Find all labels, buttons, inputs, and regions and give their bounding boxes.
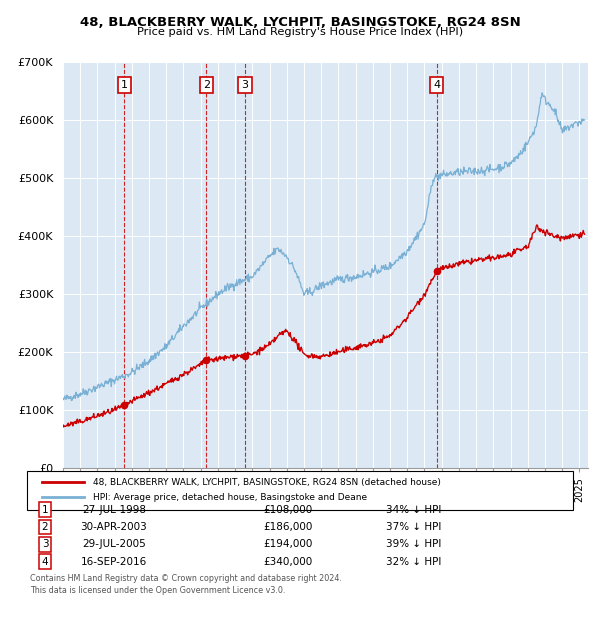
Text: 34% ↓ HPI: 34% ↓ HPI <box>386 505 442 515</box>
Text: This data is licensed under the Open Government Licence v3.0.: This data is licensed under the Open Gov… <box>30 586 286 595</box>
Text: 4: 4 <box>41 557 49 567</box>
Text: £186,000: £186,000 <box>263 522 313 532</box>
Text: 39% ↓ HPI: 39% ↓ HPI <box>386 539 442 549</box>
Text: Price paid vs. HM Land Registry's House Price Index (HPI): Price paid vs. HM Land Registry's House … <box>137 27 463 37</box>
Text: HPI: Average price, detached house, Basingstoke and Deane: HPI: Average price, detached house, Basi… <box>93 493 367 502</box>
Text: Contains HM Land Registry data © Crown copyright and database right 2024.: Contains HM Land Registry data © Crown c… <box>30 574 342 583</box>
Text: 48, BLACKBERRY WALK, LYCHPIT, BASINGSTOKE, RG24 8SN (detached house): 48, BLACKBERRY WALK, LYCHPIT, BASINGSTOK… <box>93 477 441 487</box>
Text: 29-JUL-2005: 29-JUL-2005 <box>82 539 146 549</box>
Text: 2: 2 <box>203 80 210 90</box>
Text: £194,000: £194,000 <box>263 539 313 549</box>
Text: £340,000: £340,000 <box>263 557 313 567</box>
Text: 1: 1 <box>41 505 49 515</box>
Text: 4: 4 <box>433 80 440 90</box>
Text: 27-JUL-1998: 27-JUL-1998 <box>82 505 146 515</box>
Text: 48, BLACKBERRY WALK, LYCHPIT, BASINGSTOKE, RG24 8SN: 48, BLACKBERRY WALK, LYCHPIT, BASINGSTOK… <box>80 16 520 29</box>
Text: 32% ↓ HPI: 32% ↓ HPI <box>386 557 442 567</box>
Text: 1: 1 <box>121 80 128 90</box>
Text: 3: 3 <box>241 80 248 90</box>
Text: 30-APR-2003: 30-APR-2003 <box>80 522 148 532</box>
Text: 3: 3 <box>41 539 49 549</box>
Text: 16-SEP-2016: 16-SEP-2016 <box>81 557 147 567</box>
Text: £108,000: £108,000 <box>263 505 313 515</box>
Text: 2: 2 <box>41 522 49 532</box>
Text: 37% ↓ HPI: 37% ↓ HPI <box>386 522 442 532</box>
